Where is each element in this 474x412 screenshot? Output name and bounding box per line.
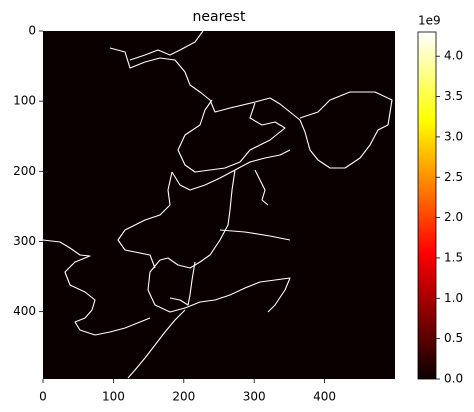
trace [171, 149, 291, 191]
colorbar-tick-label: 1.5 [444, 250, 463, 264]
colorbar-tick-label: 2.0 [444, 210, 463, 224]
trace [147, 169, 291, 313]
y-tick-label: 200 [13, 164, 36, 178]
colorbar-tick-label: 1.0 [444, 291, 463, 305]
traces [42, 30, 393, 379]
trace [169, 261, 196, 306]
x-tick-label: 0 [39, 390, 47, 404]
trace [127, 309, 186, 379]
trace [129, 30, 204, 61]
colorbar-tick-label: 0.5 [444, 331, 463, 345]
colorbar [417, 31, 437, 380]
trace [42, 239, 151, 336]
trace [117, 171, 173, 269]
y-tick-label: 300 [13, 234, 36, 248]
colorbar-tick-label: 3.0 [444, 129, 463, 143]
colorbar-tick-label: 4.0 [444, 49, 463, 63]
trace [219, 229, 291, 241]
trace [177, 99, 286, 173]
x-tick-label: 400 [313, 390, 336, 404]
trace [254, 169, 269, 206]
y-tick-label: 400 [13, 304, 36, 318]
x-tick-label: 100 [102, 390, 125, 404]
chart-title: nearest [193, 9, 246, 25]
image [43, 31, 395, 379]
colorbar-offset: 1e9 [418, 14, 441, 28]
trace [109, 47, 393, 169]
y-tick-label: 0 [28, 24, 36, 38]
x-tick-label: 200 [172, 390, 195, 404]
y-tick-label: 100 [13, 94, 36, 108]
colorbar-tick-label: 2.5 [444, 170, 463, 184]
x-tick-label: 300 [243, 390, 266, 404]
colorbar-tick-label: 0.0 [444, 372, 463, 386]
colorbar-tick-label: 3.5 [444, 89, 463, 103]
